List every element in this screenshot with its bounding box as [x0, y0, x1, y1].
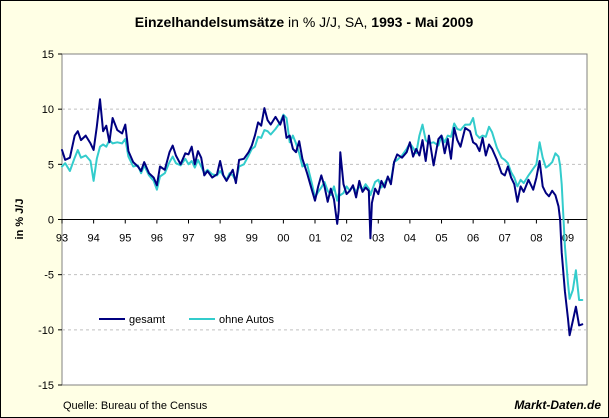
x-tick-label: 97: [182, 233, 194, 245]
y-tick-label: 5: [48, 159, 54, 171]
x-tick-label: 00: [277, 233, 289, 245]
legend-label-ohne-autos: ohne Autos: [219, 314, 275, 326]
x-tick-label: 99: [246, 233, 258, 245]
x-tick-label: 02: [341, 233, 353, 245]
series-group: [61, 98, 584, 337]
y-tick-label: -5: [44, 270, 54, 282]
series-line-gesamt: [61, 98, 584, 337]
legend: gesamt ohne Autos: [99, 314, 275, 326]
title-part-3: 1993 - Mai 2009: [371, 14, 473, 30]
x-tick-label: 03: [372, 233, 384, 245]
x-tick-label: 98: [214, 233, 226, 245]
title-part-1: Einzelhandelsumsätze: [135, 14, 285, 30]
legend-label-gesamt: gesamt: [129, 314, 165, 326]
y-tick-label: 0: [48, 215, 54, 227]
x-tick-label: 07: [499, 233, 511, 245]
brand-text: Markt-Daten.de: [514, 398, 601, 412]
x-tick-label: 01: [309, 233, 321, 245]
x-tick-label: 96: [151, 233, 163, 245]
x-tick-label: 05: [435, 233, 447, 245]
chart-title: Einzelhandelsumsätze in % J/J, SA, 1993 …: [135, 14, 474, 30]
x-tick-label: 08: [530, 233, 542, 245]
y-tick-label: 15: [42, 49, 54, 61]
source-text: Quelle: Bureau of the Census: [63, 400, 208, 412]
x-tick-label: 06: [467, 233, 479, 245]
x-axis: 93 94 95 96 97 98 99 00 01 02 03 04 05 06 07 08 09: [56, 219, 587, 245]
x-tick-label: 94: [88, 233, 100, 245]
x-tick-label: 93: [56, 233, 68, 245]
x-tick-label: 04: [404, 233, 416, 245]
y-tick-label: -10: [38, 325, 54, 337]
y-tick-label: 10: [42, 104, 54, 116]
title-part-2: in % J/J, SA,: [284, 14, 371, 30]
series-line-ohne-autos: [61, 113, 584, 301]
y-axis-label: in % J/J: [14, 199, 26, 240]
x-tick-label: 95: [119, 233, 131, 245]
y-axis-ticks: 15 10 5 0 -5 -10 -15: [38, 49, 62, 392]
y-tick-label: -15: [38, 380, 54, 392]
